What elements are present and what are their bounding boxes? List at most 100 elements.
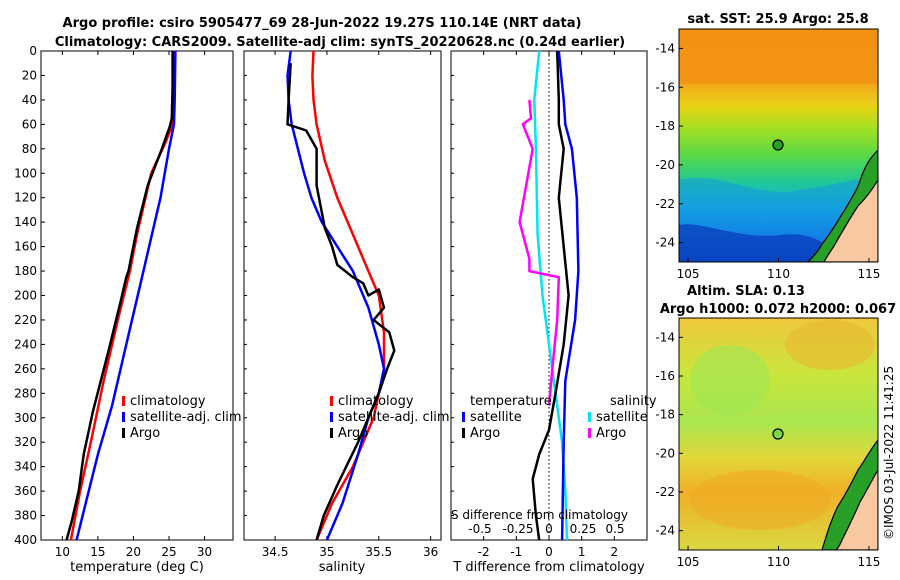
- y-tick-label: 120: [14, 191, 37, 205]
- sst-land: [823, 178, 878, 262]
- legend-label-temp-argo: Argo: [470, 426, 500, 441]
- y-tick-label: 0: [29, 44, 37, 58]
- y-tick-label: 180: [14, 264, 37, 278]
- y-tick-label: 20: [22, 68, 37, 82]
- y-tick-label: 300: [14, 411, 37, 425]
- legend-swatch-temp-satellite: [462, 412, 465, 422]
- series-line-climatology: [69, 50, 176, 541]
- sla-map-title-line2: Argo h1000: 0.072 h2000: 0.067: [660, 302, 896, 317]
- legend-label-climatology: climatology: [130, 394, 206, 409]
- y-tick-label: 340: [14, 460, 37, 474]
- map-y-tick-label: -14: [655, 330, 675, 344]
- map-y-tick-label: -24: [655, 236, 675, 250]
- sla-high-patch: [690, 470, 830, 530]
- difference-legend: temperature salinity satellite Argo sate…: [462, 394, 657, 441]
- s-tick-label: 0.25: [570, 522, 597, 536]
- salinity-legend: climatology satellite-adj. clim Argo: [330, 394, 450, 441]
- y-tick-label: 40: [22, 93, 37, 107]
- map-y-tick-label: -18: [655, 408, 675, 422]
- map-y-tick-label: -16: [655, 369, 675, 383]
- salinity-lines: [286, 50, 396, 541]
- series-line-salinity-argo: [518, 99, 561, 406]
- x-tick-label: -1: [510, 545, 522, 559]
- x-tick-label: 25: [161, 545, 176, 559]
- sla-land: [835, 468, 878, 550]
- legend-title-salinity: salinity: [610, 394, 657, 409]
- x-tick-label: 2: [611, 545, 619, 559]
- legend-label-argo: Argo: [338, 426, 368, 441]
- sst-map-x-axis: 105 110 115: [677, 258, 881, 281]
- sst-argo-marker: [772, 139, 784, 151]
- legend-label-argo: Argo: [130, 426, 160, 441]
- s-difference-xlabel: S difference from climatology: [451, 508, 628, 522]
- series-line-argo: [286, 63, 396, 541]
- s-tick-label: -0.5: [468, 522, 491, 536]
- sst-map-title: sat. SST: 25.9 Argo: 25.8: [687, 12, 868, 27]
- figure-title-line1: Argo profile: csiro 5905477_69 28-Jun-20…: [63, 16, 582, 31]
- difference-panel: -2 -1 0 1 2 T difference from climatology S …: [450, 50, 657, 575]
- legend-label-satellite: satellite-adj. clim: [130, 410, 242, 425]
- series-line-temperature-argo: [531, 50, 570, 541]
- map-x-tick-label: 115: [858, 267, 881, 281]
- map-x-tick-label: 115: [858, 555, 881, 569]
- t-difference-x-axis: -2 -1 0 1 2: [478, 51, 618, 559]
- series-line-salinity-satellite: [557, 50, 580, 541]
- map-x-tick-label: 110: [767, 267, 790, 281]
- t-difference-xlabel: T difference from climatology: [452, 560, 645, 575]
- sst-map-y-axis: -14 -16 -18 -20 -22 -24: [655, 41, 683, 250]
- sla-map-image: [679, 318, 878, 550]
- temperature-xlabel: temperature (deg C): [70, 560, 204, 575]
- y-tick-label: 240: [14, 337, 37, 351]
- x-tick-label: 20: [126, 545, 141, 559]
- sst-warm-patch: [679, 29, 878, 84]
- sla-map-x-axis: 105 110 115: [677, 546, 881, 569]
- map-x-tick-label: 105: [677, 555, 700, 569]
- salinity-xlabel: salinity: [319, 560, 366, 575]
- y-tick-label: 200: [14, 289, 37, 303]
- y-tick-label: 360: [14, 484, 37, 498]
- sla-green-patch: [690, 345, 770, 415]
- map-y-tick-label: -16: [655, 80, 675, 94]
- x-tick-label: 15: [90, 545, 105, 559]
- y-tick-label: 160: [14, 240, 37, 254]
- map-x-tick-label: 105: [677, 267, 700, 281]
- y-tick-label: 140: [14, 215, 37, 229]
- y-tick-label: 260: [14, 362, 37, 376]
- legend-label-sal-argo: Argo: [596, 426, 626, 441]
- series-line-satellite-adj-clim: [75, 50, 177, 541]
- series-line-argo: [65, 51, 174, 541]
- legend-swatch-sal-argo: [588, 428, 591, 438]
- y-tick-label: 400: [14, 533, 37, 547]
- x-tick-label: 34.5: [262, 545, 289, 559]
- x-tick-label: -2: [478, 545, 490, 559]
- legend-label-climatology: climatology: [338, 394, 414, 409]
- salinity-x-axis: 34.5 35 35.5 36: [262, 51, 438, 559]
- map-y-tick-label: -22: [655, 197, 675, 211]
- sla-map-y-axis: -14 -16 -18 -20 -22 -24: [655, 330, 683, 538]
- legend-swatch-argo: [122, 428, 125, 438]
- depth-axis: 0 20 40 60 80 100 120 140 160 180 200 220 240 260 280 3…: [14, 44, 45, 547]
- legend-swatch-climatology: [122, 396, 125, 406]
- legend-swatch-satellite: [330, 412, 333, 422]
- x-tick-label: 36: [423, 545, 438, 559]
- legend-swatch-climatology: [330, 396, 333, 406]
- legend-swatch-sal-satellite: [588, 412, 591, 422]
- y-tick-label: 380: [14, 509, 37, 523]
- salinity-panel: 34.5 35 35.5 36 salinity climatology satell…: [243, 50, 450, 575]
- temperature-legend: climatology satellite-adj. clim Argo: [122, 394, 242, 441]
- sla-map-title-line1: Altim. SLA: 0.13: [687, 284, 805, 299]
- y-tick-label: 60: [22, 117, 37, 131]
- legend-label-satellite: satellite-adj. clim: [338, 410, 450, 425]
- legend-swatch-temp-argo: [462, 428, 465, 438]
- temperature-x-axis: 10 15 20 25 30: [55, 51, 212, 559]
- map-y-tick-label: -18: [655, 119, 675, 133]
- salinity-axes-frame: [243, 50, 442, 541]
- map-y-tick-label: -20: [655, 158, 675, 172]
- s-difference-ticks: -0.5 -0.25 0 0.25 0.5: [468, 522, 624, 536]
- map-y-tick-label: -24: [655, 524, 675, 538]
- legend-title-temperature: temperature: [470, 394, 552, 409]
- x-tick-label: 1: [578, 545, 586, 559]
- sla-argo-marker: [772, 428, 784, 440]
- difference-lines: [518, 50, 580, 541]
- y-tick-label: 100: [14, 166, 37, 180]
